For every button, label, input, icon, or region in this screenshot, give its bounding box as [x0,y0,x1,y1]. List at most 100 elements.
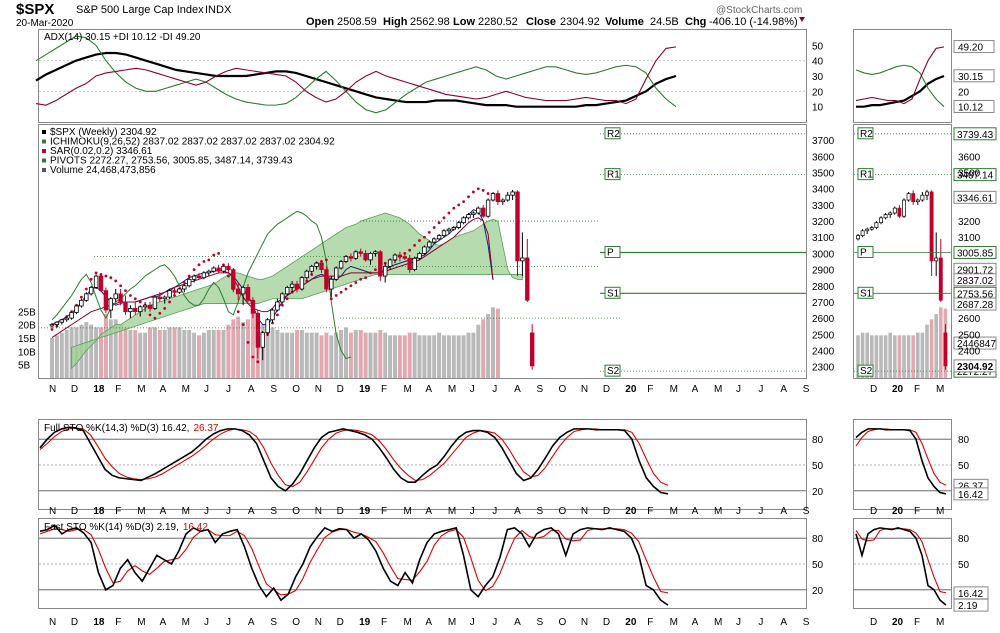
candle-body [446,228,452,232]
price-ytick: 2500 [812,330,835,341]
sto-ytick: 20 [812,586,824,597]
x-axis-label: A [160,617,167,628]
zoom-sto-line [855,428,947,495]
zoom-volume-bar [934,314,938,378]
zoom-x-axis-label: 20 [892,506,904,517]
adx-line-plus-di [35,35,677,114]
zoom-candle-body [897,207,902,217]
sar-dot [481,188,485,192]
zoom-sto-line [855,428,947,486]
adx-line-minus-di [35,46,677,106]
x-axis-label: F [647,384,653,395]
sar-dot [129,294,132,297]
zoom-adx-line [855,46,945,105]
adx-last-box [953,99,995,113]
adx-ytick: 30 [812,72,824,83]
candle-body [456,222,461,228]
zoom-x-axis-label: F [914,506,920,517]
sto-ytick: 80 [812,534,824,545]
x-axis-label: 19 [359,617,371,628]
candle-body [231,269,236,290]
zoom-volume-bar [906,335,911,378]
candle-body [510,191,515,196]
volume-bar [64,330,69,378]
volume-bar [353,330,358,378]
candle-body [378,251,383,277]
x-axis-label: M [448,617,456,628]
high-value: 2562.98 [410,16,450,28]
volume-bar [348,332,353,378]
zoom-x-axis-label: D [870,617,877,628]
pivot-value-label: 3005.85 [957,248,994,259]
zoom-price-ytick: 2400 [958,346,981,357]
x-axis-label: N [315,617,322,628]
price-ytick: 2800 [812,282,835,293]
x-axis-label: 18 [93,506,105,517]
volume-bar [373,332,378,378]
zoom-pivot-tag: S1 [860,288,873,299]
sar-dot [109,276,113,280]
x-axis-label: N [49,617,56,628]
candle-body [49,324,55,327]
legend-swatch [42,139,46,144]
price-panel: R2 R1 P S1 S2 3700 3600 3500 3400 3300 3200 3100 30… [18,127,997,395]
full-sto-panel: 80 50 20 Full STO %K(14,3) %D(3) 16.42, 26.… [39,423,989,517]
x-axis-label: N [315,384,322,395]
volume-bar [329,335,334,378]
sto-last-label: 26.37 [958,481,983,492]
candle-body [299,277,305,290]
x-axis-label: S [537,506,544,517]
x-axis-label: J [492,384,497,395]
x-axis-label: A [160,384,167,395]
x-axis-label: D [71,384,78,395]
volume-bar [309,332,314,378]
candle-body [441,230,447,237]
sar-dot [423,235,426,239]
sar-dot [104,274,108,278]
x-axis-label: 20 [625,384,637,395]
candle-body [221,265,226,272]
volume-bar [231,319,236,378]
pivot-tag-box [604,168,621,181]
volume-bar [393,335,397,378]
pivot-tag-box [604,364,621,377]
legend-swatch [42,130,46,134]
pivot-tag-box [604,127,621,140]
fast-sto-panel-frame [38,518,807,609]
candle-body [505,194,510,201]
price-last-box [953,273,997,287]
volume-bar [427,335,432,378]
x-axis-label: N [315,506,322,517]
zoom-candle-body [906,193,911,201]
x-axis-label: M [137,617,145,628]
zoom-volume-bar [920,332,925,378]
candle-body [240,287,246,295]
x-axis-label: A [780,617,787,628]
x-axis-label: A [692,506,699,517]
volume-ytick: 20B [18,321,36,332]
open-value: 2508.59 [337,16,377,28]
sar-dot [80,295,83,299]
adx-last-box [953,40,995,54]
sar-dot [187,274,191,278]
candle-body [79,299,84,307]
x-axis-label: D [337,384,344,395]
volume-bar [157,330,162,378]
x-axis-label: J [226,617,231,628]
ichimoku-chikou [51,210,352,360]
candle-body [177,288,182,293]
zoom-price-ytick: 3100 [958,233,981,244]
x-axis-label: O [292,506,300,517]
volume-ytick: 5B [18,361,31,372]
volume-bar [211,330,216,378]
price-ytick: 2400 [812,346,835,357]
zoom-candle-body [934,257,939,262]
volume-label: Volume [605,16,644,28]
x-axis-label: M [182,617,190,628]
zoom-x-axis-label: 20 [892,384,904,395]
price-last-label: 2446847 [957,339,996,350]
volume-bar [50,338,54,378]
candle-body [147,304,153,309]
candle-body [289,283,295,288]
